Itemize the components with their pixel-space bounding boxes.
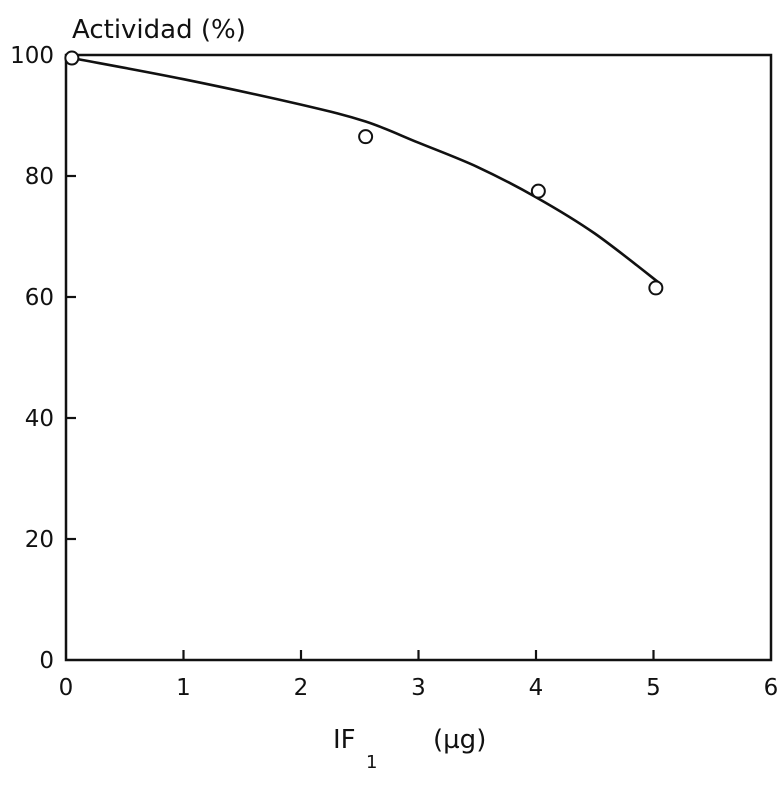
data-point	[358, 129, 374, 145]
y-tick-label: 60	[25, 285, 54, 311]
x-tick-label: 5	[646, 675, 661, 701]
x-axis-title-unit: (µg)	[433, 725, 486, 755]
y-axis-tick-labels: 0 20 40 60 80 100	[10, 43, 54, 674]
plot-frame	[64, 53, 773, 662]
data-point	[530, 183, 546, 199]
x-tick-label: 6	[764, 675, 779, 701]
y-tick-label: 40	[25, 406, 54, 432]
y-tick-label: 100	[10, 43, 54, 69]
data-point	[648, 280, 664, 296]
data-points	[64, 50, 664, 296]
x-tick-label: 0	[59, 675, 74, 701]
fit-curve	[71, 56, 663, 286]
x-tick-label: 1	[176, 675, 191, 701]
x-tick-label: 3	[411, 675, 426, 701]
x-axis-title: IF 1 (µg)	[333, 725, 486, 773]
x-axis-title-subscript: 1	[366, 752, 377, 773]
y-tick-label: 20	[25, 527, 54, 553]
y-tick-label: 80	[25, 164, 54, 190]
x-axis-ticks	[182, 650, 655, 660]
y-tick-label: 0	[39, 648, 54, 674]
x-tick-label: 4	[529, 675, 544, 701]
y-axis-title: Actividad (%)	[72, 15, 246, 45]
y-axis-ticks	[66, 174, 76, 541]
x-tick-label: 2	[294, 675, 309, 701]
data-point	[64, 50, 80, 66]
x-axis-title-symbol: IF	[333, 725, 356, 755]
x-axis-tick-labels: 0 1 2 3 4 5 6	[59, 675, 779, 701]
